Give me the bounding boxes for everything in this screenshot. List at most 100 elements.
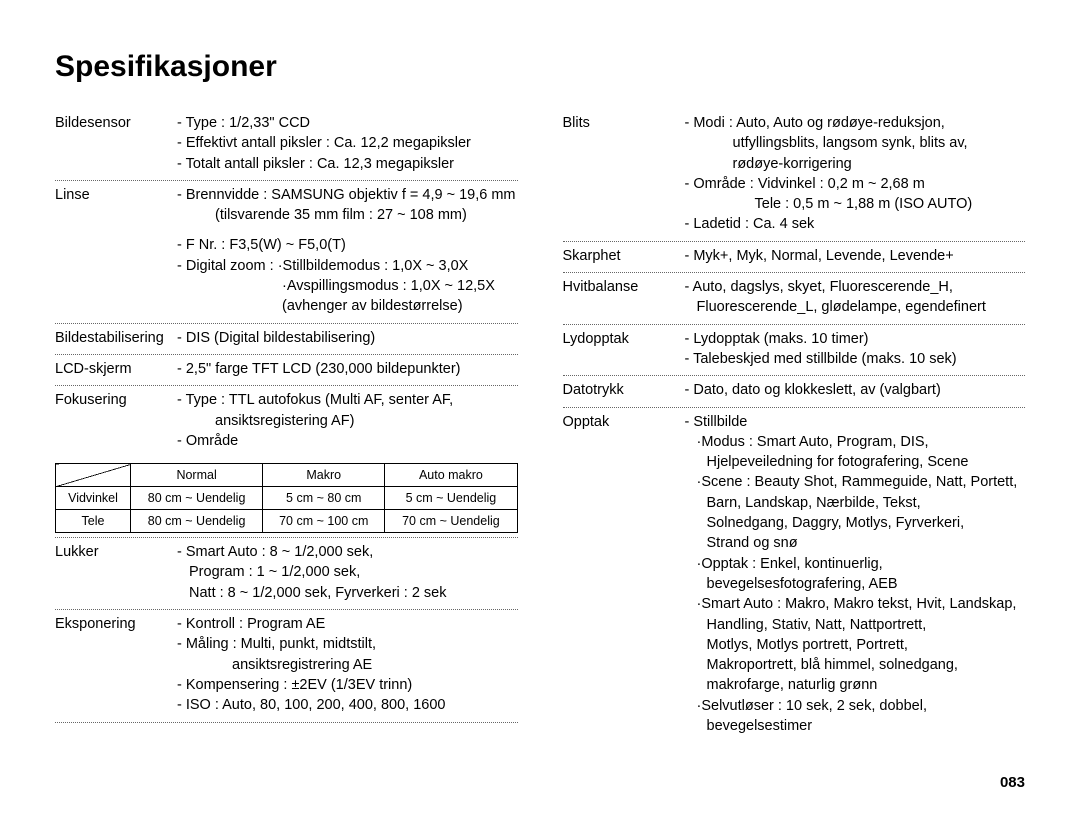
spec-lydopptak: Lydopptak - Lydopptak (maks. 10 timer) -…: [563, 325, 1026, 377]
text: - Modi : Auto, Auto og rødøye-reduksjon,: [685, 113, 1026, 133]
text: - Effektivt antall piksler : Ca. 12,2 me…: [177, 133, 518, 153]
spec-skarphet: Skarphet - Myk+, Myk, Normal, Levende, L…: [563, 242, 1026, 273]
text: Tele : 0,5 m ~ 1,88 m (ISO AUTO): [685, 194, 1026, 214]
value: - Myk+, Myk, Normal, Levende, Levende+: [685, 246, 1026, 266]
text: - Dato, dato og klokkeslett, av (valgbar…: [685, 380, 1026, 400]
text: Solnedgang, Daggry, Motlys, Fyrverkeri,: [685, 513, 1026, 533]
focus-range-table: Normal Makro Auto makro Vidvinkel 80 cm …: [55, 463, 518, 533]
text: ansiktsregistering AF): [177, 411, 518, 431]
value: - Stillbilde ·Modus : Smart Auto, Progra…: [685, 412, 1026, 737]
text: - ISO : Auto, 80, 100, 200, 400, 800, 16…: [177, 695, 518, 715]
spec-columns: Bildesensor - Type : 1/2,33" CCD - Effek…: [55, 109, 1025, 742]
value: - Type : TTL autofokus (Multi AF, senter…: [177, 390, 518, 451]
value: - 2,5" farge TFT LCD (230,000 bildepunkt…: [177, 359, 518, 379]
value: - Auto, dagslys, skyet, Fluorescerende_H…: [685, 277, 1026, 318]
value: - Modi : Auto, Auto og rødøye-reduksjon,…: [685, 113, 1026, 235]
label: Fokusering: [55, 390, 177, 451]
cell: 80 cm ~ Uendelig: [131, 487, 263, 510]
left-column: Bildesensor - Type : 1/2,33" CCD - Effek…: [55, 109, 518, 742]
text: ·Scene : Beauty Shot, Rammeguide, Natt, …: [685, 472, 1026, 492]
spec-stabilisation: Bildestabilisering - DIS (Digital bildes…: [55, 324, 518, 355]
text: - 2,5" farge TFT LCD (230,000 bildepunkt…: [177, 359, 518, 379]
text: ·Modus : Smart Auto, Program, DIS,: [685, 432, 1026, 452]
text: - Område: [177, 431, 518, 451]
text: Motlys, Motlys portrett, Portrett,: [685, 635, 1026, 655]
value: - Dato, dato og klokkeslett, av (valgbar…: [685, 380, 1026, 400]
text: rødøye-korrigering: [685, 154, 1026, 174]
text: Fluorescerende_L, glødelampe, egendefine…: [685, 297, 1026, 317]
label: Bildesensor: [55, 113, 177, 174]
col-header: Makro: [263, 464, 385, 487]
value: - Smart Auto : 8 ~ 1/2,000 sek, Program …: [177, 542, 518, 603]
text: Strand og snø: [685, 533, 1026, 553]
text: ·Smart Auto : Makro, Makro tekst, Hvit, …: [685, 594, 1026, 614]
spec-bildesensor: Bildesensor - Type : 1/2,33" CCD - Effek…: [55, 109, 518, 181]
page-number: 083: [1000, 774, 1025, 791]
text: - Kontroll : Program AE: [177, 614, 518, 634]
label: Blits: [563, 113, 685, 235]
right-column: Blits - Modi : Auto, Auto og rødøye-redu…: [563, 109, 1026, 742]
text: - Område : Vidvinkel : 0,2 m ~ 2,68 m: [685, 174, 1026, 194]
diag-cell: [56, 464, 131, 487]
text: - Digital zoom : ·Stillbildemodus : 1,0X…: [177, 256, 518, 276]
text: - Type : 1/2,33" CCD: [177, 113, 518, 133]
label: Linse: [55, 185, 177, 317]
page-title: Spesifikasjoner: [55, 50, 1025, 84]
text: bevegelsestimer: [685, 716, 1026, 736]
cell: 70 cm ~ 100 cm: [263, 510, 385, 533]
label: Opptak: [563, 412, 685, 737]
text: Program : 1 ~ 1/2,000 sek,: [177, 562, 518, 582]
table-row: Normal Makro Auto makro: [56, 464, 518, 487]
cell: 70 cm ~ Uendelig: [385, 510, 517, 533]
value: - Kontroll : Program AE - Måling : Multi…: [177, 614, 518, 715]
text: - Auto, dagslys, skyet, Fluorescerende_H…: [685, 277, 1026, 297]
text: ansiktsregistrering AE: [177, 655, 518, 675]
spec-linse: Linse - Brennvidde : SAMSUNG objektiv f …: [55, 181, 518, 324]
text: - Myk+, Myk, Normal, Levende, Levende+: [685, 246, 1026, 266]
col-header: Auto makro: [385, 464, 517, 487]
text: ·Opptak : Enkel, kontinuerlig,: [685, 554, 1026, 574]
label: Lukker: [55, 542, 177, 603]
text: Hjelpeveiledning for fotografering, Scen…: [685, 452, 1026, 472]
row-header: Vidvinkel: [56, 487, 131, 510]
value: - DIS (Digital bildestabilisering): [177, 328, 518, 348]
label: Datotrykk: [563, 380, 685, 400]
cell: 80 cm ~ Uendelig: [131, 510, 263, 533]
text: (avhenger av bildestørrelse): [177, 296, 518, 316]
text: - DIS (Digital bildestabilisering): [177, 328, 518, 348]
text: - Brennvidde : SAMSUNG objektiv f = 4,9 …: [177, 185, 518, 205]
spec-blits: Blits - Modi : Auto, Auto og rødøye-redu…: [563, 109, 1026, 242]
text: Makroportrett, blå himmel, solnedgang,: [685, 655, 1026, 675]
spec-hvitbalanse: Hvitbalanse - Auto, dagslys, skyet, Fluo…: [563, 273, 1026, 325]
row-header: Tele: [56, 510, 131, 533]
table-row: Tele 80 cm ~ Uendelig 70 cm ~ 100 cm 70 …: [56, 510, 518, 533]
text: Natt : 8 ~ 1/2,000 sek, Fyrverkeri : 2 s…: [177, 583, 518, 603]
value: - Brennvidde : SAMSUNG objektiv f = 4,9 …: [177, 185, 518, 317]
text: ·Avspillingsmodus : 1,0X ~ 12,5X: [177, 276, 518, 296]
text: - Lydopptak (maks. 10 timer): [685, 329, 1026, 349]
spec-datotrykk: Datotrykk - Dato, dato og klokkeslett, a…: [563, 376, 1026, 407]
label: Hvitbalanse: [563, 277, 685, 318]
cell: 5 cm ~ 80 cm: [263, 487, 385, 510]
text: Barn, Landskap, Nærbilde, Tekst,: [685, 493, 1026, 513]
label: Lydopptak: [563, 329, 685, 370]
text: - Type : TTL autofokus (Multi AF, senter…: [177, 390, 518, 410]
label: LCD-skjerm: [55, 359, 177, 379]
text: - Smart Auto : 8 ~ 1/2,000 sek,: [177, 542, 518, 562]
spec-lukker: Lukker - Smart Auto : 8 ~ 1/2,000 sek, P…: [55, 538, 518, 610]
label: Skarphet: [563, 246, 685, 266]
text: - Kompensering : ±2EV (1/3EV trinn): [177, 675, 518, 695]
cell: 5 cm ~ Uendelig: [385, 487, 517, 510]
spec-eksponering: Eksponering - Kontroll : Program AE - Må…: [55, 610, 518, 722]
table-row: Vidvinkel 80 cm ~ Uendelig 5 cm ~ 80 cm …: [56, 487, 518, 510]
value: - Type : 1/2,33" CCD - Effektivt antall …: [177, 113, 518, 174]
spec-lcd: LCD-skjerm - 2,5" farge TFT LCD (230,000…: [55, 355, 518, 386]
text: utfyllingsblits, langsom synk, blits av,: [685, 133, 1026, 153]
text: - Stillbilde: [685, 412, 1026, 432]
label: Bildestabilisering: [55, 328, 177, 348]
text: - Totalt antall piksler : Ca. 12,3 megap…: [177, 154, 518, 174]
spec-fokusering: Fokusering - Type : TTL autofokus (Multi…: [55, 386, 518, 457]
col-header: Normal: [131, 464, 263, 487]
text: makrofarge, naturlig grønn: [685, 675, 1026, 695]
text: ·Selvutløser : 10 sek, 2 sek, dobbel,: [685, 696, 1026, 716]
